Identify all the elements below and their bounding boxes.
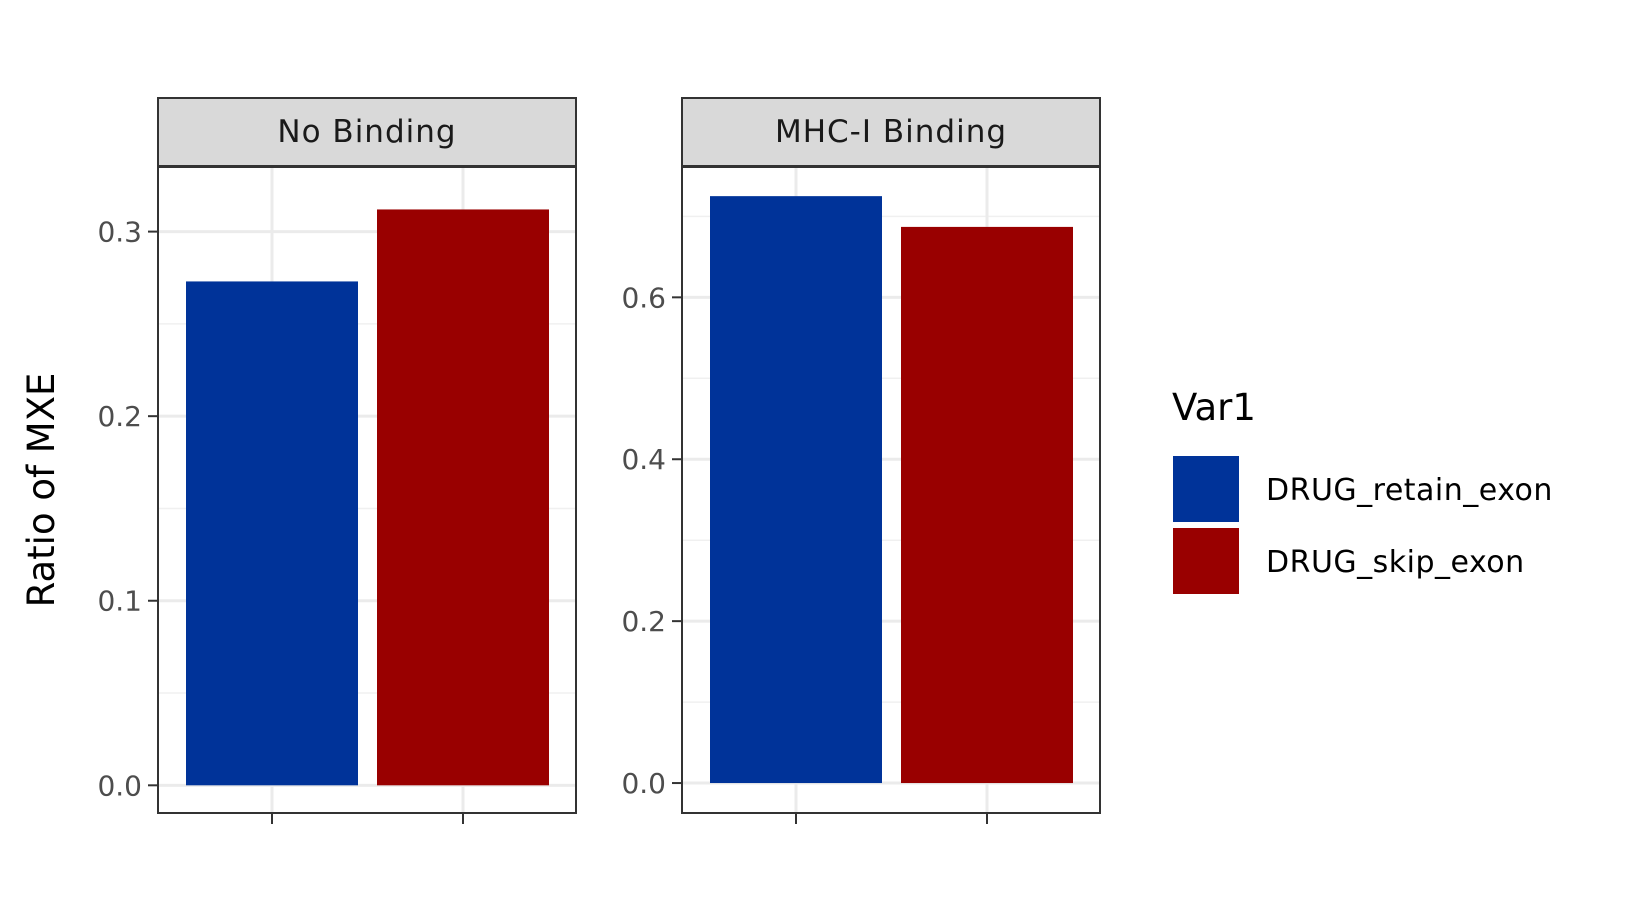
y-tick-label: 0.0 — [621, 767, 666, 800]
bar-drug-retain-exon — [710, 196, 882, 784]
facet-strip — [157, 97, 577, 167]
legend-title: Var1 — [1172, 386, 1256, 429]
y-tick-label: 0.4 — [621, 443, 666, 476]
bar-drug-skip-exon — [901, 226, 1073, 784]
legend-label: DRUG_skip_exon — [1266, 545, 1525, 580]
y-tick-label: 0.6 — [621, 281, 666, 314]
legend-label: DRUG_retain_exon — [1266, 473, 1553, 508]
bar-drug-skip-exon — [377, 209, 549, 786]
facet-strip — [681, 97, 1101, 167]
legend: Var1 DRUG_retain_exon DRUG_skip_exon — [1171, 386, 1553, 596]
y-tick-label: 0.0 — [97, 769, 142, 802]
legend-entries: DRUG_retain_exon DRUG_skip_exon — [1171, 454, 1553, 596]
y-tick-label: 0.2 — [97, 400, 142, 433]
y-tick-label: 0.3 — [97, 216, 142, 249]
facet-strip-label: MHC-I Binding — [775, 114, 1007, 150]
y-tick-label: 0.1 — [97, 585, 142, 618]
y-tick-label: 0.2 — [621, 605, 666, 638]
facet-strip-label: No Binding — [277, 114, 456, 150]
facet-panel: MHC-I Binding 0.0 0.2 0.4 0.6 — [621, 97, 1101, 824]
legend-key — [1171, 454, 1241, 524]
facet-panel: No Binding 0.0 0.1 0.2 0.3 — [97, 97, 577, 824]
y-axis-title: Ratio of MXE — [20, 373, 63, 608]
facet-panels: No Binding 0.0 0.1 0.2 0.3 MHC-I Binding 0.0 0.… — [97, 97, 1101, 824]
legend-key — [1171, 526, 1241, 596]
bar-drug-retain-exon — [186, 281, 358, 786]
